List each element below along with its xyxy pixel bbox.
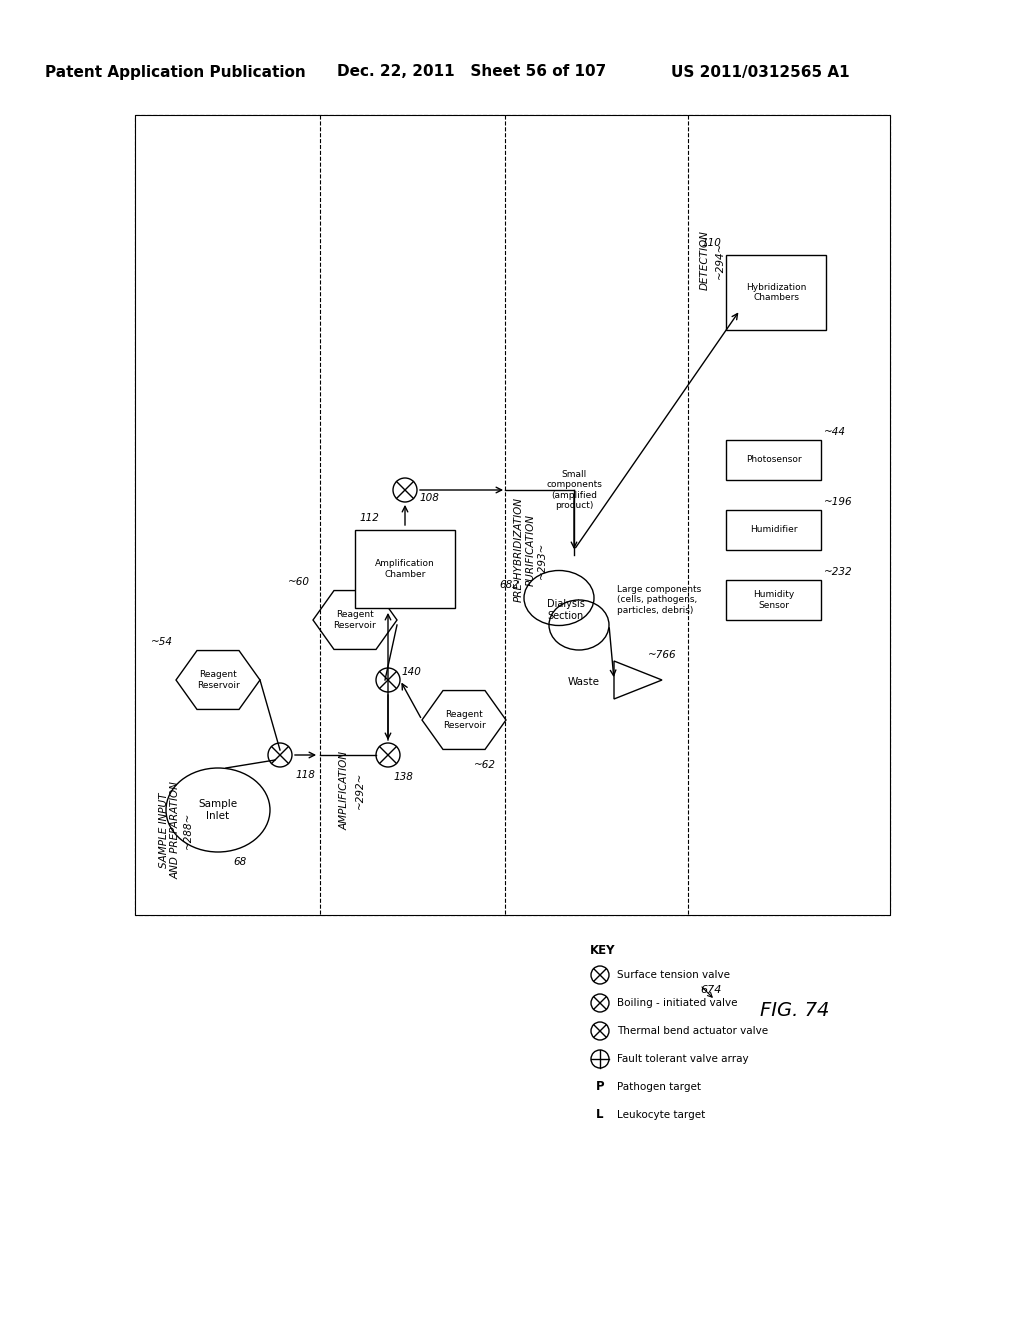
Text: Dialysis
Section: Dialysis Section	[547, 599, 585, 620]
Text: L: L	[596, 1109, 604, 1122]
Text: SAMPLE INPUT
AND PREPARATION: SAMPLE INPUT AND PREPARATION	[159, 781, 181, 879]
Text: 140: 140	[402, 667, 422, 677]
Text: Hybridization
Chambers: Hybridization Chambers	[745, 282, 806, 302]
Text: 108: 108	[420, 492, 440, 503]
Text: 110: 110	[701, 238, 721, 248]
Text: Small
components
(amplified
product): Small components (amplified product)	[546, 470, 602, 510]
Text: Patent Application Publication: Patent Application Publication	[45, 65, 305, 79]
Text: Reagent
Reservoir: Reagent Reservoir	[442, 710, 485, 730]
Bar	[136, 116, 889, 913]
Text: ~62: ~62	[474, 760, 496, 770]
Bar	[135, 115, 890, 915]
Text: ~44: ~44	[824, 426, 846, 437]
Text: 674: 674	[700, 985, 721, 995]
Bar	[726, 579, 821, 620]
Text: 682: 682	[499, 579, 519, 590]
Text: Photosensor: Photosensor	[745, 455, 802, 465]
Text: ~294~: ~294~	[715, 242, 725, 279]
Text: ~60: ~60	[288, 577, 310, 587]
Ellipse shape	[525, 572, 593, 624]
Bar	[355, 531, 455, 609]
Text: Large components
(cells, pathogens,
particles, debris): Large components (cells, pathogens, part…	[617, 585, 701, 615]
Text: Humidity
Sensor: Humidity Sensor	[753, 590, 795, 610]
Text: Leukocyte target: Leukocyte target	[617, 1110, 706, 1119]
Text: 68: 68	[233, 857, 246, 867]
Text: Sample
Inlet: Sample Inlet	[199, 799, 238, 821]
Text: 118: 118	[295, 770, 314, 780]
Text: Fault tolerant valve array: Fault tolerant valve array	[617, 1053, 749, 1064]
Bar	[726, 255, 826, 330]
Text: Dec. 22, 2011   Sheet 56 of 107: Dec. 22, 2011 Sheet 56 of 107	[337, 65, 606, 79]
Text: ~766: ~766	[648, 649, 677, 660]
Text: FIG. 74: FIG. 74	[760, 1001, 829, 1019]
Text: ~288~: ~288~	[183, 812, 193, 849]
Text: US 2011/0312565 A1: US 2011/0312565 A1	[671, 65, 849, 79]
Text: Pathogen target: Pathogen target	[617, 1082, 701, 1092]
Text: Amplification
Chamber: Amplification Chamber	[375, 560, 435, 578]
Text: Humidifier: Humidifier	[750, 525, 798, 535]
Text: 112: 112	[360, 513, 380, 523]
Text: Surface tension valve: Surface tension valve	[617, 970, 730, 979]
Bar	[726, 510, 821, 550]
Text: 138: 138	[393, 772, 413, 781]
Text: PRE-HYBRIDIZATION
PURIFICATION: PRE-HYBRIDIZATION PURIFICATION	[514, 498, 536, 602]
Text: ~196: ~196	[824, 498, 853, 507]
Text: AMPLIFICATION: AMPLIFICATION	[340, 751, 350, 829]
Text: ~292~: ~292~	[355, 771, 365, 809]
Text: KEY: KEY	[590, 944, 615, 957]
Text: ~293~: ~293~	[537, 541, 547, 578]
Bar	[135, 115, 890, 915]
Text: DETECTION: DETECTION	[700, 230, 710, 290]
Bar	[726, 440, 821, 480]
Text: Reagent
Reservoir: Reagent Reservoir	[197, 671, 240, 689]
Text: ~232: ~232	[824, 568, 853, 577]
Text: Reagent
Reservoir: Reagent Reservoir	[334, 610, 377, 630]
Text: Waste: Waste	[568, 677, 600, 686]
Text: Thermal bend actuator valve: Thermal bend actuator valve	[617, 1026, 768, 1036]
Text: ~54: ~54	[151, 638, 173, 647]
Text: P: P	[596, 1081, 604, 1093]
Text: Boiling - initiated valve: Boiling - initiated valve	[617, 998, 737, 1008]
Ellipse shape	[550, 601, 608, 649]
